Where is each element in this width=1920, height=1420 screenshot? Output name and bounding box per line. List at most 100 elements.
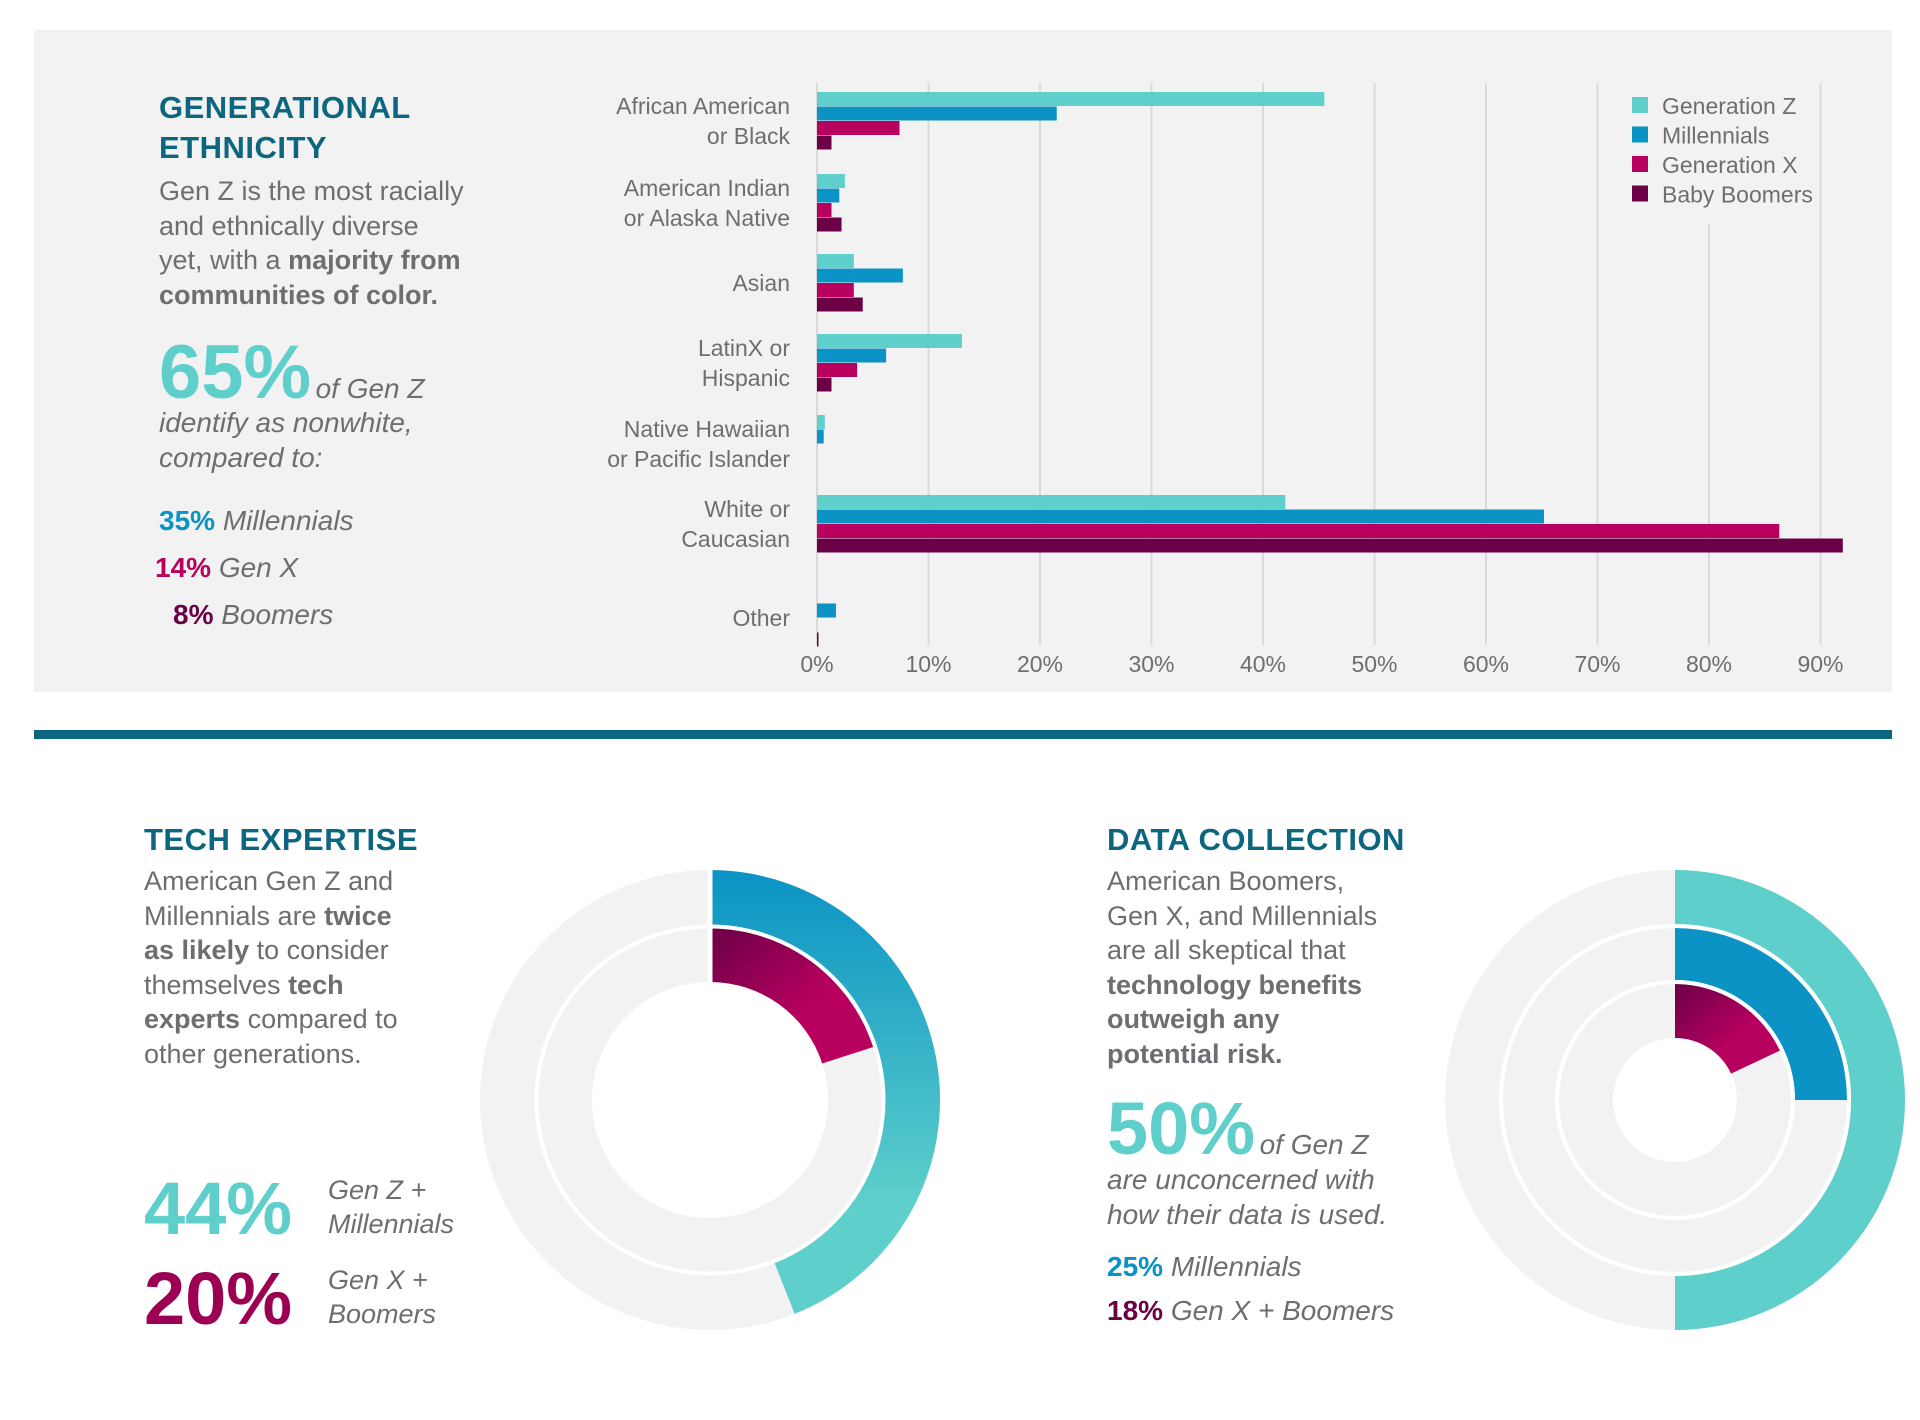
bar bbox=[817, 415, 825, 429]
bar bbox=[817, 203, 832, 217]
compare-genx-label: Gen X bbox=[218, 552, 299, 583]
data-big-stat: 50% of Gen Z bbox=[1107, 1092, 1369, 1166]
bar bbox=[817, 495, 1286, 509]
tech-stat1-value: 44% bbox=[144, 1167, 293, 1250]
category-label: African American bbox=[616, 93, 790, 119]
tech-stat1-label-line1: Gen Z + bbox=[328, 1175, 427, 1205]
x-tick-label: 60% bbox=[1463, 651, 1509, 677]
compare-millennials-value: 35% bbox=[159, 505, 216, 536]
donut-segment-genz-millennials bbox=[710, 870, 940, 1314]
tech-stat2-label-line2: Boomers bbox=[328, 1299, 437, 1329]
bar bbox=[817, 509, 1544, 524]
ethnicity-desc-line2: and ethnically diverse bbox=[159, 210, 419, 241]
ethnicity-big-suffix: of Gen Z bbox=[315, 373, 425, 404]
bar bbox=[817, 524, 1780, 538]
tech-desc-line5b: compared to bbox=[240, 1004, 398, 1034]
category-label: or Pacific Islander bbox=[607, 446, 790, 472]
x-tick-label: 20% bbox=[1017, 651, 1063, 677]
ethnicity-bar-chart: African American or Black American Indian o… bbox=[607, 83, 1844, 677]
tech-desc-line3: as likely to consider bbox=[144, 933, 398, 968]
donut-ring-gap bbox=[534, 924, 886, 1276]
category-label: Caucasian bbox=[681, 526, 790, 552]
bar bbox=[817, 429, 824, 444]
bar bbox=[817, 135, 832, 150]
ethnicity-desc-line3a: yet, with a bbox=[159, 245, 289, 275]
ethnicity-title: GENERATIONAL ETHNICITY bbox=[159, 88, 411, 168]
data-desc-line4: technology benefits bbox=[1107, 968, 1377, 1003]
x-tick-label: 30% bbox=[1128, 651, 1174, 677]
data-desc-line4-bold: technology benefits bbox=[1107, 969, 1363, 1000]
data-title: DATA COLLECTION bbox=[1107, 822, 1405, 857]
data-big-caption: are unconcerned with how their data is u… bbox=[1107, 1163, 1387, 1232]
legend-label: Baby Boomers bbox=[1662, 182, 1813, 208]
data-desc-line5: outweigh any bbox=[1107, 1002, 1377, 1037]
bar bbox=[817, 348, 887, 363]
category-label: Native Hawaiian bbox=[624, 416, 790, 442]
donut-segment-genx-boomers bbox=[1675, 984, 1780, 1074]
legend-label: Generation X bbox=[1662, 152, 1798, 178]
legend-label: Generation Z bbox=[1662, 93, 1796, 119]
legend-swatch bbox=[1632, 126, 1648, 143]
ethnicity-panel bbox=[34, 30, 1892, 692]
category-label: or Black bbox=[707, 123, 791, 149]
x-tick-label: 40% bbox=[1240, 651, 1286, 677]
tech-stat1-label: Gen Z + Millennials bbox=[328, 1173, 454, 1241]
tech-desc-line4a: themselves bbox=[144, 969, 289, 1000]
tech-stat2-value: 20% bbox=[144, 1257, 293, 1340]
x-tick-label: 80% bbox=[1686, 651, 1732, 677]
compare-millennials: 35% Millennials bbox=[159, 503, 354, 539]
tech-desc-line4: themselves tech bbox=[144, 968, 398, 1003]
category-label: White or bbox=[704, 496, 790, 522]
legend-swatch bbox=[1632, 156, 1648, 172]
x-tick-label: 0% bbox=[800, 651, 833, 677]
tech-description: American Gen Z and Millennials are twice… bbox=[144, 864, 398, 1071]
tech-stat2-label-line1: Gen X + bbox=[328, 1265, 428, 1295]
bar bbox=[817, 632, 819, 647]
tech-stat2-label: Gen X + Boomers bbox=[328, 1263, 436, 1331]
x-tick-label: 10% bbox=[905, 651, 951, 677]
ethnicity-big-value: 65% bbox=[159, 330, 312, 415]
bar bbox=[817, 254, 854, 268]
bar bbox=[817, 538, 1843, 553]
donut-segment-genz bbox=[1675, 870, 1905, 1330]
x-tick-label: 90% bbox=[1797, 651, 1843, 677]
bar bbox=[817, 297, 863, 312]
data-big-suffix: of Gen Z bbox=[1259, 1129, 1369, 1160]
bar bbox=[817, 334, 962, 348]
data-stat1-value: 25% bbox=[1107, 1251, 1164, 1282]
tech-title: TECH EXPERTISE bbox=[144, 822, 418, 857]
data-description: American Boomers, Gen X, and Millennials… bbox=[1107, 864, 1377, 1071]
data-desc-line6: potential risk. bbox=[1107, 1037, 1377, 1072]
compare-boomers-label: Boomers bbox=[221, 599, 334, 630]
ethnicity-description: Gen Z is the most racially and ethnicall… bbox=[159, 174, 464, 312]
ethnicity-big-line3: compared to: bbox=[159, 441, 323, 473]
tech-desc-line5a: experts bbox=[144, 1004, 241, 1034]
ethnicity-big-stat: 65% of Gen Z bbox=[159, 335, 425, 411]
data-big-line3: how their data is used. bbox=[1107, 1198, 1388, 1230]
donut-ring-gap bbox=[1555, 980, 1795, 1220]
tech-donut-chart bbox=[480, 868, 940, 1330]
tech-desc-line2b: twice bbox=[324, 900, 392, 931]
bar bbox=[817, 363, 858, 377]
ethnicity-title-line2: ETHNICITY bbox=[159, 130, 328, 165]
category-label: Asian bbox=[732, 270, 790, 296]
donut-ring-gap bbox=[1499, 924, 1851, 1276]
compare-boomers-value: 8% bbox=[173, 599, 214, 630]
bar bbox=[817, 268, 903, 283]
section-divider bbox=[34, 730, 1892, 739]
category-label: LatinX or bbox=[698, 335, 790, 361]
data-desc-line6-bold: potential risk. bbox=[1107, 1038, 1283, 1069]
ethnicity-big-line2: identify as nonwhite, bbox=[159, 407, 413, 438]
data-big-line2: are unconcerned with bbox=[1107, 1164, 1375, 1195]
compare-genx-value: 14% bbox=[155, 552, 212, 583]
data-stat2-value: 18% bbox=[1107, 1295, 1164, 1326]
data-stat1-label: Millennials bbox=[1170, 1251, 1302, 1282]
tech-desc-line2: Millennials are twice bbox=[144, 899, 398, 934]
data-desc-line3: are all skeptical that bbox=[1107, 935, 1346, 965]
data-desc-line2: Gen X, and Millennials bbox=[1107, 900, 1378, 931]
ethnicity-title-line1: GENERATIONAL bbox=[159, 90, 411, 125]
data-stat-millennials: 25% Millennials bbox=[1107, 1249, 1302, 1285]
bar bbox=[817, 603, 836, 618]
tech-desc-line3b: to consider bbox=[249, 935, 389, 965]
data-big-value: 50% bbox=[1107, 1087, 1256, 1170]
